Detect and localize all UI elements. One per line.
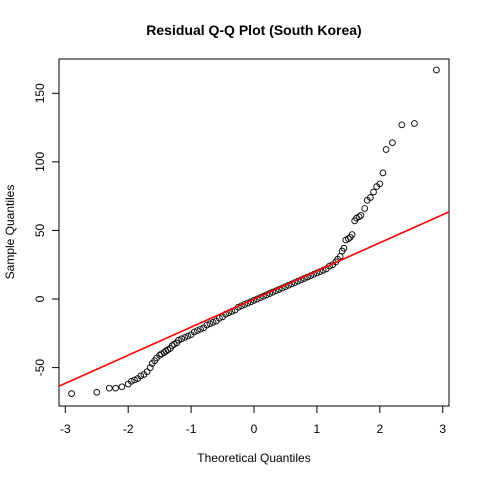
data-point <box>105 384 113 392</box>
data-point <box>143 368 151 376</box>
data-point <box>376 180 384 188</box>
data-point <box>131 376 138 384</box>
data-point <box>206 320 214 328</box>
data-point <box>370 188 377 196</box>
x-axis-label: Theoretical Quantiles <box>197 451 310 465</box>
x-tick-label: 2 <box>376 422 383 436</box>
x-tick-label: 1 <box>314 422 321 436</box>
data-point <box>203 321 211 329</box>
data-point <box>340 244 348 252</box>
y-tick-label: 100 <box>33 152 47 172</box>
data-point <box>137 372 145 380</box>
data-point <box>433 66 440 74</box>
plot-area <box>59 66 449 398</box>
data-point <box>146 364 154 371</box>
y-axis-label: Sample Quantiles <box>3 185 17 280</box>
x-tick-label: -1 <box>186 422 197 436</box>
data-point <box>357 212 365 219</box>
data-point <box>398 121 406 129</box>
data-point <box>181 334 189 341</box>
chart-title: Residual Q-Q Plot (South Korea) <box>146 22 361 38</box>
data-point <box>118 383 126 391</box>
x-tick-label: 3 <box>439 422 446 436</box>
data-point <box>68 390 75 398</box>
x-axis: -3 -2 -1 0 1 2 3 <box>60 405 446 436</box>
x-tick-label: 0 <box>251 422 258 436</box>
data-point <box>389 139 396 147</box>
data-point <box>127 377 135 385</box>
data-point <box>382 146 390 153</box>
data-point <box>93 388 101 396</box>
x-tick-label: -2 <box>123 422 134 436</box>
data-point <box>194 327 201 334</box>
reference-line <box>59 210 449 388</box>
data-point <box>175 336 182 344</box>
data-point <box>361 205 369 212</box>
data-point <box>355 213 363 221</box>
data-point <box>112 384 119 392</box>
y-axis: -50 0 50 100 150 <box>33 83 60 377</box>
y-tick-label: 150 <box>33 83 47 103</box>
y-tick-label: 0 <box>33 295 47 302</box>
data-point <box>209 318 217 326</box>
data-point <box>348 231 356 238</box>
data-point <box>197 325 204 333</box>
data-point <box>367 194 374 201</box>
y-tick-label: -50 <box>33 359 47 377</box>
data-point <box>190 328 198 336</box>
data-point <box>184 332 192 340</box>
data-point <box>345 235 352 243</box>
data-point <box>379 169 387 177</box>
data-point <box>411 120 418 127</box>
data-point <box>178 335 186 343</box>
y-tick-label: 50 <box>33 223 47 237</box>
x-tick-label: -3 <box>60 422 71 436</box>
